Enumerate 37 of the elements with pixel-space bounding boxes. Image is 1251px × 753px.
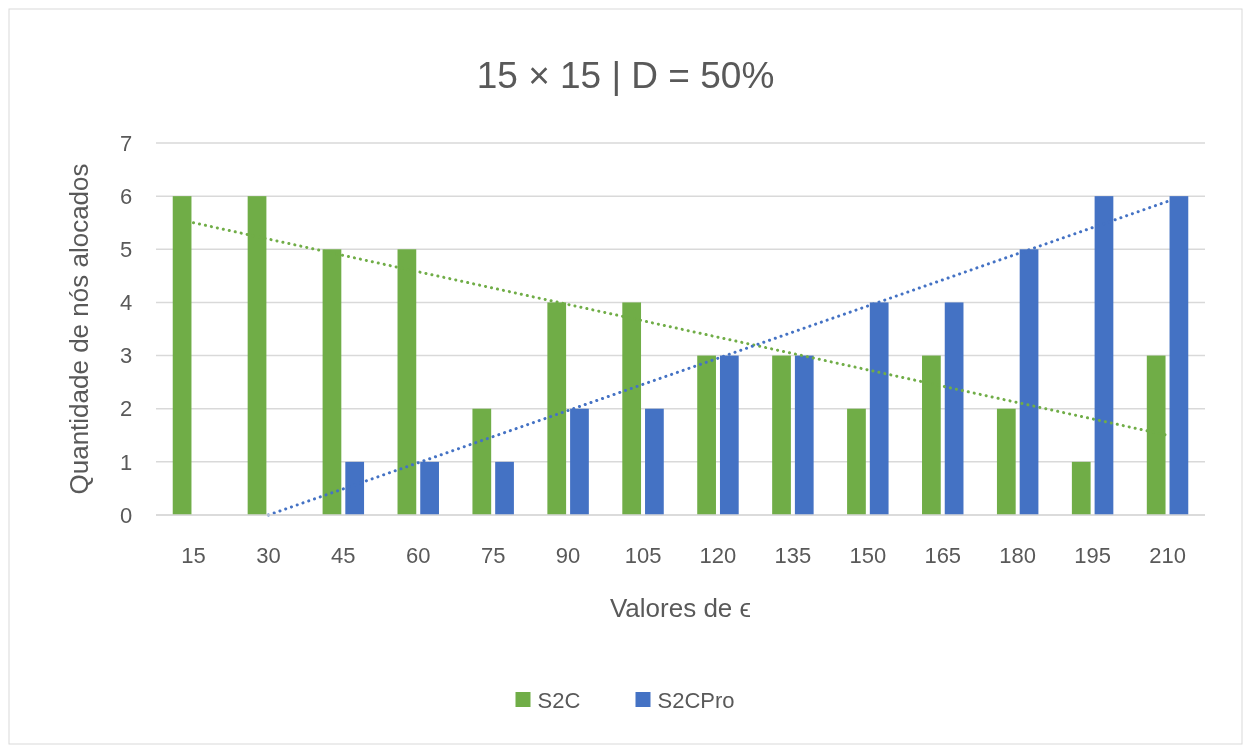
bar [1071, 461, 1091, 515]
legend-label: S2C [537, 687, 581, 713]
x-tick-label: 210 [1149, 543, 1186, 568]
y-tick-label: 2 [119, 396, 133, 422]
x-tick-label: 180 [999, 543, 1037, 568]
bar [944, 302, 964, 515]
x-tick-label: 120 [699, 543, 737, 568]
x-tick-label: 150 [849, 543, 887, 568]
y-axis-title: Quantidade de nós alocados [64, 163, 94, 495]
bar [847, 408, 866, 515]
bar [472, 408, 492, 515]
legend-label: S2CPro [657, 687, 735, 713]
x-tick-label: 105 [624, 543, 662, 568]
x-tick-label: 30 [256, 543, 281, 568]
bar [794, 355, 814, 515]
y-tick-label: 0 [119, 502, 133, 528]
y-tick-label: 1 [119, 449, 133, 475]
x-tick-label: 195 [1074, 543, 1111, 568]
bar [996, 408, 1016, 515]
x-tick-label: 15 [181, 543, 206, 568]
y-tick-label: 4 [119, 290, 133, 316]
bar [697, 355, 716, 515]
x-tick-label: 165 [924, 543, 962, 568]
y-tick-label: 3 [119, 343, 133, 369]
bar [772, 355, 791, 515]
y-tick-label: 7 [119, 130, 133, 156]
chart-title: 15 × 15 | D = 50% [476, 55, 775, 96]
bar [495, 461, 514, 515]
x-tick-label: 90 [555, 543, 581, 568]
y-tick-label: 5 [119, 236, 133, 262]
x-tick-label: 75 [480, 543, 506, 568]
bar [645, 408, 664, 515]
x-tick-label: 60 [406, 543, 431, 568]
x-tick-label: 135 [774, 543, 812, 568]
x-tick-label: 45 [331, 543, 356, 568]
y-tick-label: 6 [119, 183, 133, 209]
x-axis-title: Valores de ϵ [609, 593, 752, 623]
